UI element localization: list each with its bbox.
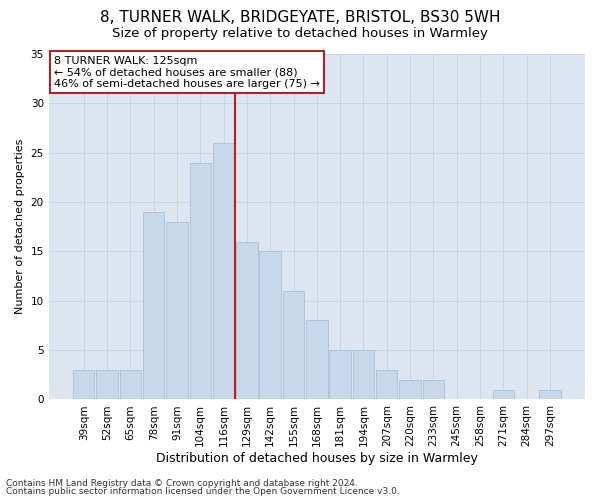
Bar xyxy=(376,370,397,400)
Text: Contains public sector information licensed under the Open Government Licence v3: Contains public sector information licen… xyxy=(6,487,400,496)
Bar xyxy=(422,380,444,400)
Bar xyxy=(400,380,421,400)
Text: Contains HM Land Registry data © Crown copyright and database right 2024.: Contains HM Land Registry data © Crown c… xyxy=(6,478,358,488)
Text: Size of property relative to detached houses in Warmley: Size of property relative to detached ho… xyxy=(112,28,488,40)
Bar xyxy=(236,242,257,400)
Text: 8, TURNER WALK, BRIDGEYATE, BRISTOL, BS30 5WH: 8, TURNER WALK, BRIDGEYATE, BRISTOL, BS3… xyxy=(100,10,500,25)
Text: 8 TURNER WALK: 125sqm
← 54% of detached houses are smaller (88)
46% of semi-deta: 8 TURNER WALK: 125sqm ← 54% of detached … xyxy=(54,56,320,89)
Bar xyxy=(329,350,351,400)
Bar xyxy=(353,350,374,400)
X-axis label: Distribution of detached houses by size in Warmley: Distribution of detached houses by size … xyxy=(156,452,478,465)
Bar xyxy=(166,222,188,400)
Bar xyxy=(493,390,514,400)
Bar xyxy=(190,162,211,400)
Bar xyxy=(213,143,235,400)
Bar xyxy=(73,370,94,400)
Bar xyxy=(119,370,141,400)
Bar xyxy=(97,370,118,400)
Y-axis label: Number of detached properties: Number of detached properties xyxy=(15,139,25,314)
Bar xyxy=(143,212,164,400)
Bar xyxy=(259,252,281,400)
Bar xyxy=(283,291,304,400)
Bar xyxy=(306,320,328,400)
Bar xyxy=(539,390,560,400)
